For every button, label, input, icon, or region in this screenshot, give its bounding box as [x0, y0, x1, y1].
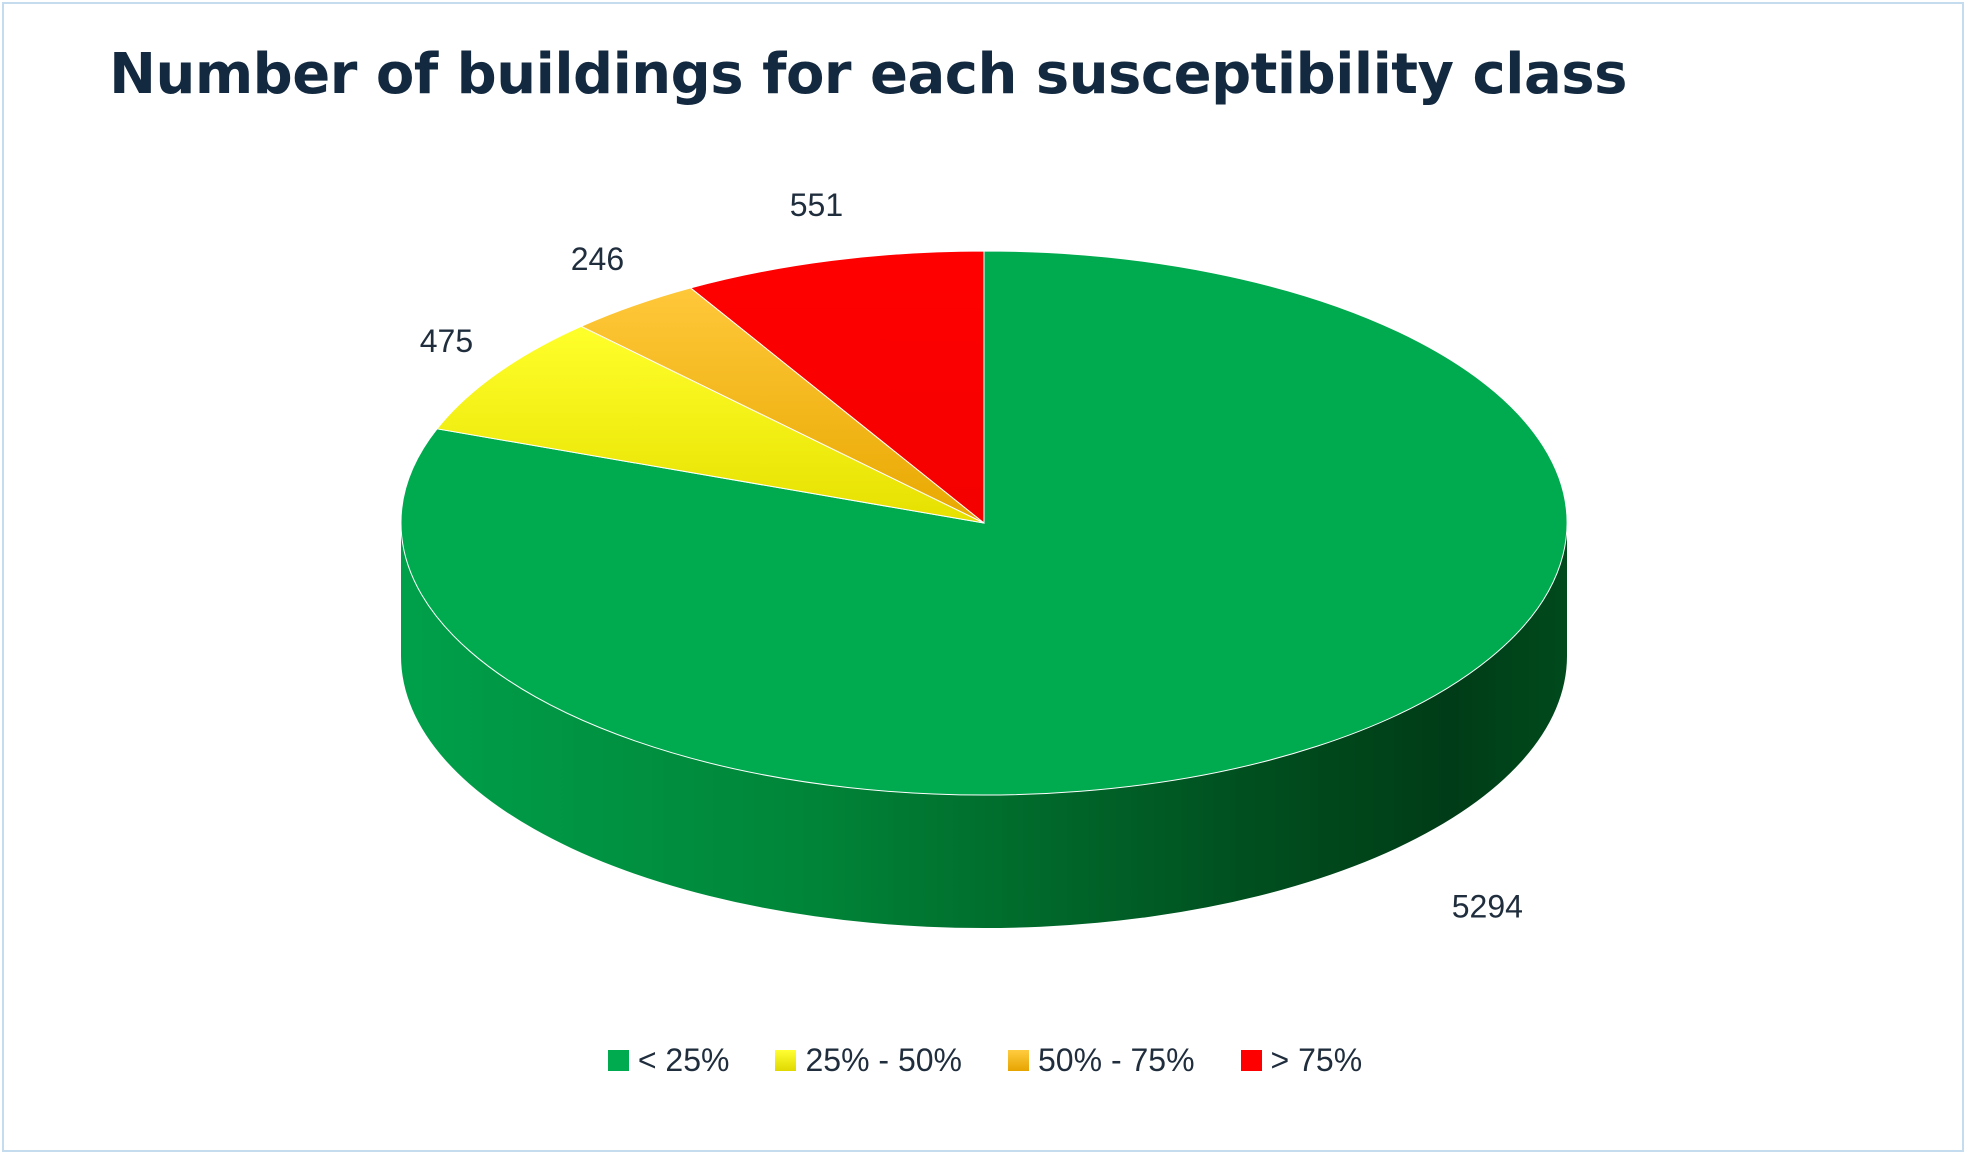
data-label-25-50: 475: [420, 323, 473, 359]
pie-slices: [400, 250, 1568, 796]
legend-item-25-50: 25% - 50%: [775, 1042, 962, 1079]
legend-item-50-75: 50% - 75%: [1008, 1042, 1195, 1079]
pie-data-labels: 5294 475 246 551: [420, 187, 1523, 925]
legend-label-50-75: 50% - 75%: [1038, 1041, 1195, 1078]
data-label-gt75: 551: [790, 187, 843, 223]
legend-label-gt75: > 75%: [1270, 1041, 1363, 1078]
slice-gt75: [689, 250, 985, 525]
data-label-50-75: 246: [571, 241, 624, 277]
legend: < 25% 25% - 50% 50% - 75% > 75%: [0, 1035, 1970, 1085]
legend-swatch-lt25: [607, 1049, 629, 1071]
legend-label-lt25: < 25%: [637, 1041, 730, 1078]
legend-swatch-25-50: [775, 1049, 797, 1071]
pie-side-wall: [401, 523, 1567, 928]
legend-label-25-50: 25% - 50%: [805, 1041, 962, 1078]
legend-swatch-50-75: [1008, 1049, 1029, 1071]
chart-title: Number of buildings for each susceptibil…: [109, 42, 1627, 107]
slice-25-50: [436, 325, 985, 524]
legend-swatch-gt75: [1240, 1049, 1262, 1071]
legend-item-gt75: > 75%: [1240, 1041, 1363, 1079]
data-label-lt25: 5294: [1452, 889, 1523, 925]
legend-item-lt25: < 25%: [607, 1041, 730, 1079]
